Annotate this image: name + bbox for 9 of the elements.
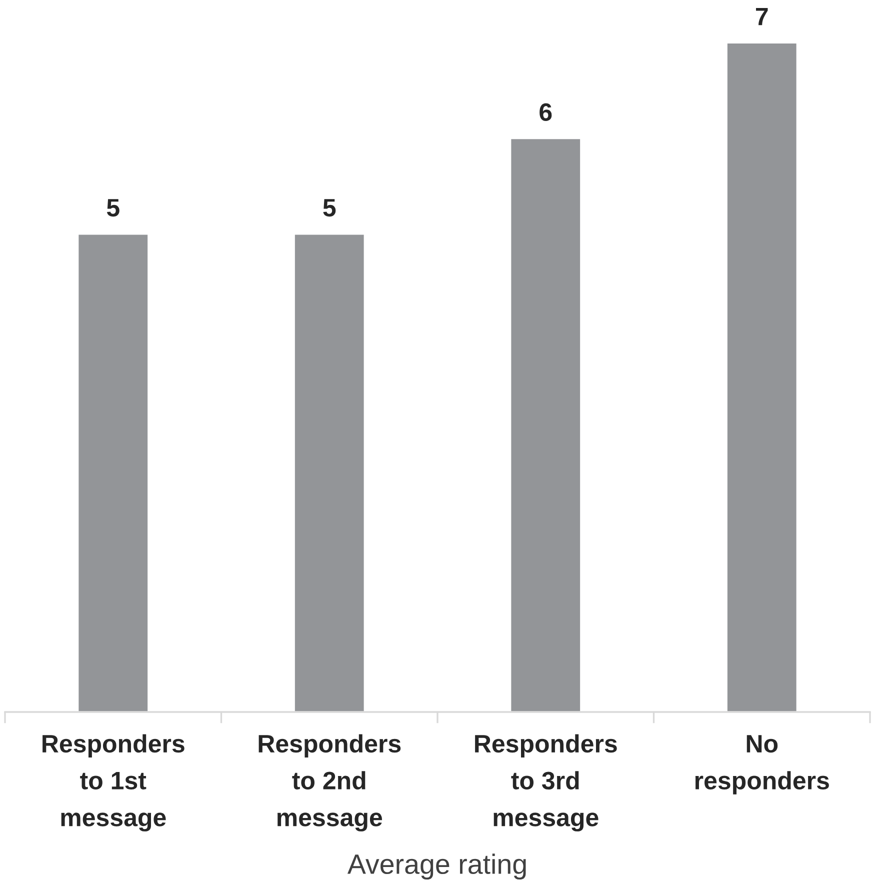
x-tick-label: Responders to 3rd message <box>475 734 617 832</box>
x-tick-label: Responders to 2nd message <box>258 734 401 832</box>
x-tick-label: Responders to 1st message <box>42 734 184 832</box>
data-label: 7 <box>756 8 768 26</box>
x-axis-title: Average rating <box>347 854 526 880</box>
data-label: 5 <box>323 199 336 217</box>
data-label: 5 <box>106 199 120 217</box>
data-label: 6 <box>540 103 552 121</box>
x-tick-label: No responders <box>695 735 829 794</box>
